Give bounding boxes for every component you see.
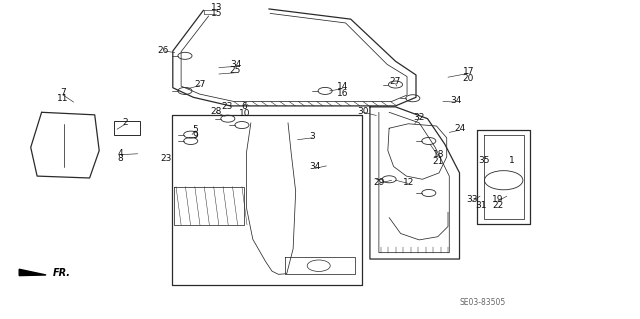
Text: 27: 27 <box>195 80 206 89</box>
Text: 17: 17 <box>463 67 474 76</box>
Text: 2: 2 <box>122 118 127 127</box>
Text: 23: 23 <box>221 102 233 111</box>
Text: 21: 21 <box>433 157 444 166</box>
Text: 23: 23 <box>161 154 172 163</box>
Text: 28: 28 <box>211 107 222 115</box>
Text: 16: 16 <box>337 89 349 98</box>
Text: 13: 13 <box>211 4 222 12</box>
Text: 8: 8 <box>118 154 123 163</box>
Text: 24: 24 <box>454 124 465 133</box>
Text: 19: 19 <box>492 195 504 204</box>
Bar <box>114 121 140 135</box>
Text: 30: 30 <box>358 107 369 115</box>
Text: 25: 25 <box>230 66 241 75</box>
Text: 34: 34 <box>230 60 241 69</box>
Text: 32: 32 <box>413 113 425 122</box>
Text: 11: 11 <box>57 94 68 103</box>
Text: 27: 27 <box>390 77 401 86</box>
Text: 18: 18 <box>433 150 444 159</box>
Text: 10: 10 <box>239 109 250 118</box>
Text: FR.: FR. <box>52 268 70 278</box>
Text: 6: 6 <box>242 102 247 111</box>
Text: 3: 3 <box>310 132 315 141</box>
Text: 9: 9 <box>193 131 198 140</box>
Text: 35: 35 <box>478 156 490 165</box>
Text: 15: 15 <box>211 9 222 18</box>
Text: 4: 4 <box>118 149 123 158</box>
Text: 12: 12 <box>403 178 414 187</box>
Text: 34: 34 <box>309 162 321 171</box>
Text: 26: 26 <box>157 46 168 55</box>
Text: 7: 7 <box>60 88 65 97</box>
Text: 31: 31 <box>476 201 487 210</box>
Text: 1: 1 <box>509 156 515 165</box>
Text: SE03-83505: SE03-83505 <box>460 298 506 307</box>
Text: 14: 14 <box>337 82 349 91</box>
Text: 29: 29 <box>373 178 385 187</box>
Text: 5: 5 <box>193 125 198 134</box>
Text: 22: 22 <box>492 201 504 210</box>
Text: 33: 33 <box>467 195 478 204</box>
Polygon shape <box>19 269 46 276</box>
Text: 34: 34 <box>450 96 461 105</box>
Text: 20: 20 <box>463 74 474 83</box>
